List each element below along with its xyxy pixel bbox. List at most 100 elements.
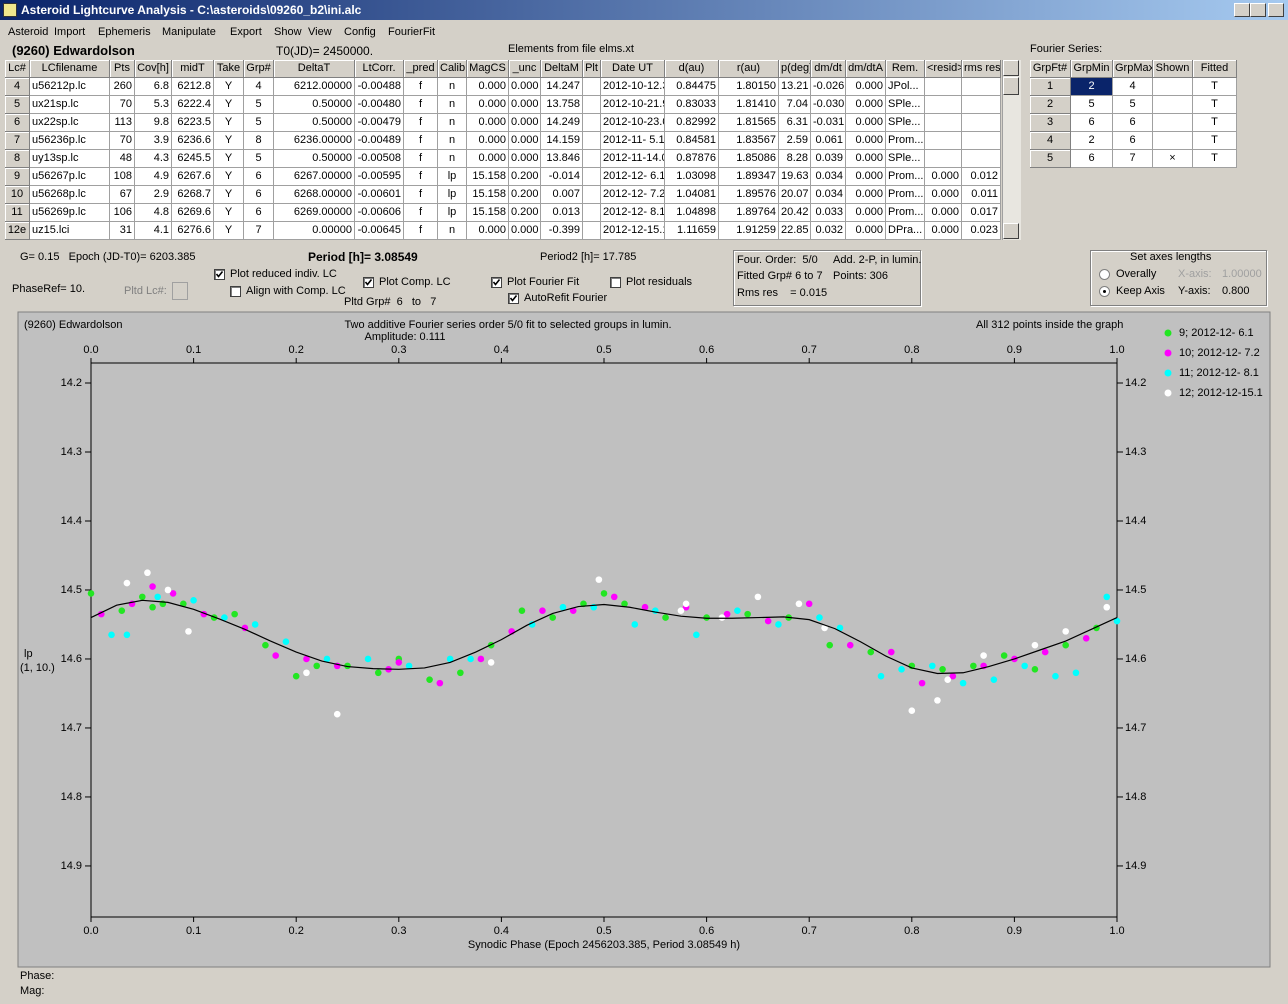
radio-button[interactable] bbox=[1099, 269, 1110, 280]
checkbox-label[interactable]: AutoRefit Fourier bbox=[524, 292, 608, 304]
menu-item[interactable]: Export bbox=[230, 26, 262, 38]
data-point bbox=[559, 603, 567, 611]
checkbox[interactable] bbox=[363, 277, 374, 288]
close-button[interactable] bbox=[1268, 3, 1284, 17]
lc-cell: 6 bbox=[244, 186, 274, 204]
menu-item[interactable]: Import bbox=[54, 26, 86, 38]
checkbox[interactable] bbox=[214, 269, 225, 280]
checkbox[interactable] bbox=[508, 293, 519, 304]
lc-row-header[interactable]: 5 bbox=[5, 96, 30, 114]
fourier-row-header[interactable]: 4 bbox=[1030, 132, 1071, 150]
lc-column-header: Rem. bbox=[886, 60, 925, 78]
fourier-row-header[interactable]: 2 bbox=[1030, 96, 1071, 114]
lc-cell: f bbox=[404, 132, 438, 150]
lc-cell: f bbox=[404, 222, 438, 240]
lc-row-header[interactable]: 11 bbox=[5, 204, 30, 222]
lc-cell: 15.158 bbox=[467, 186, 509, 204]
checkbox-label[interactable]: Plot residuals bbox=[626, 276, 693, 288]
lc-cell: f bbox=[404, 96, 438, 114]
data-point bbox=[528, 621, 536, 628]
maximize-button[interactable] bbox=[1250, 3, 1266, 17]
fourier-row-header[interactable]: 5 bbox=[1030, 150, 1071, 168]
menu-item[interactable]: Show bbox=[274, 26, 302, 38]
data-point bbox=[436, 679, 444, 687]
y-tick-label: 14.5 bbox=[61, 584, 82, 596]
y-tick-label: 14.7 bbox=[61, 722, 82, 734]
menu-item[interactable]: Config bbox=[344, 26, 376, 38]
y-tick-label: 14.8 bbox=[61, 791, 82, 803]
checkbox-label[interactable]: Plot reduced indiv. LC bbox=[230, 268, 337, 280]
menu-item[interactable]: Ephemeris bbox=[98, 26, 151, 38]
data-point bbox=[744, 610, 751, 618]
table-scrollbar[interactable] bbox=[1002, 60, 1021, 240]
menu-item[interactable]: FourierFit bbox=[388, 26, 436, 38]
lc-cell: 1.85086 bbox=[719, 150, 779, 168]
scroll-up[interactable] bbox=[1003, 60, 1019, 76]
pltd-lc-spinner[interactable] bbox=[172, 282, 188, 300]
radio-keep-label[interactable]: Keep Axis bbox=[1116, 285, 1165, 297]
lc-cell: Y bbox=[214, 114, 244, 132]
radio-button[interactable] bbox=[1099, 286, 1110, 297]
data-point bbox=[1062, 628, 1069, 635]
x-tick-label-top: 0.5 bbox=[596, 344, 611, 356]
legend-marker bbox=[1164, 329, 1172, 337]
data-point bbox=[677, 607, 685, 614]
fourier-row-header[interactable]: 3 bbox=[1030, 114, 1071, 132]
fourier-cell: 5 bbox=[1113, 96, 1153, 114]
x-tick-label-top: 0.6 bbox=[699, 344, 714, 356]
menu-item[interactable]: View bbox=[308, 26, 332, 38]
lc-cell: f bbox=[404, 186, 438, 204]
lc-cell: 22.85 bbox=[779, 222, 811, 240]
lc-cell: -0.00479 bbox=[355, 114, 404, 132]
lc-row-header[interactable]: 12e bbox=[5, 222, 30, 240]
checkbox-label[interactable]: Plot Fourier Fit bbox=[507, 276, 580, 288]
lc-cell bbox=[583, 204, 601, 222]
data-point bbox=[1103, 593, 1111, 601]
lc-cell: 0.000 bbox=[509, 132, 541, 150]
checkbox-label[interactable]: Align with Comp. LC bbox=[246, 285, 346, 297]
checkbox[interactable] bbox=[230, 286, 241, 297]
lc-cell: 0.000 bbox=[509, 150, 541, 168]
fourier-cell[interactable]: 2 bbox=[1071, 78, 1113, 96]
data-point bbox=[734, 607, 741, 614]
lc-row-header[interactable]: 6 bbox=[5, 114, 30, 132]
lc-row-header[interactable]: 7 bbox=[5, 132, 30, 150]
lc-row-header[interactable]: 4 bbox=[5, 78, 30, 96]
x-tick-label-top: 0.8 bbox=[904, 344, 919, 356]
lc-cell: -0.00606 bbox=[355, 204, 404, 222]
checkbox-label[interactable]: Plot Comp. LC bbox=[379, 276, 451, 288]
data-point bbox=[836, 624, 844, 632]
fourier-row-header[interactable]: 1 bbox=[1030, 78, 1071, 96]
scroll-thumb[interactable] bbox=[1003, 77, 1019, 95]
data-point bbox=[1031, 641, 1039, 649]
lc-cell: Prom... bbox=[886, 204, 925, 222]
scroll-down[interactable] bbox=[1003, 223, 1019, 239]
lc-cell: 2012-10-12.3 bbox=[601, 78, 665, 96]
lc-cell: 260 bbox=[110, 78, 135, 96]
checkbox[interactable] bbox=[491, 277, 502, 288]
lc-row-header[interactable]: 9 bbox=[5, 168, 30, 186]
lc-cell: -0.00645 bbox=[355, 222, 404, 240]
lc-cell: DPra... bbox=[886, 222, 925, 240]
lc-column-header: midT bbox=[172, 60, 214, 78]
lc-row-header[interactable]: 8 bbox=[5, 150, 30, 168]
lc-row-header[interactable]: 10 bbox=[5, 186, 30, 204]
lc-cell: 6212.8 bbox=[172, 78, 214, 96]
x-tick-label: 0.4 bbox=[494, 925, 509, 937]
lc-cell bbox=[925, 150, 962, 168]
x-tick-label: 0.3 bbox=[391, 925, 406, 937]
lc-cell bbox=[925, 132, 962, 150]
lc-cell bbox=[925, 78, 962, 96]
fourier-cell: 2 bbox=[1071, 132, 1113, 150]
radio-overall-label[interactable]: Overally bbox=[1116, 268, 1157, 280]
menu-item[interactable]: Manipulate bbox=[162, 26, 216, 38]
y-tick-label: 14.4 bbox=[61, 515, 82, 527]
data-point bbox=[764, 617, 772, 625]
checkbox[interactable] bbox=[610, 277, 621, 288]
minimize-button[interactable] bbox=[1234, 3, 1250, 17]
lc-cell: Prom... bbox=[886, 132, 925, 150]
fourier-cell: 5 bbox=[1071, 96, 1113, 114]
lc-column-header: DeltaT bbox=[274, 60, 355, 78]
menu-item[interactable]: Asteroid bbox=[8, 26, 49, 38]
data-point bbox=[693, 631, 700, 639]
